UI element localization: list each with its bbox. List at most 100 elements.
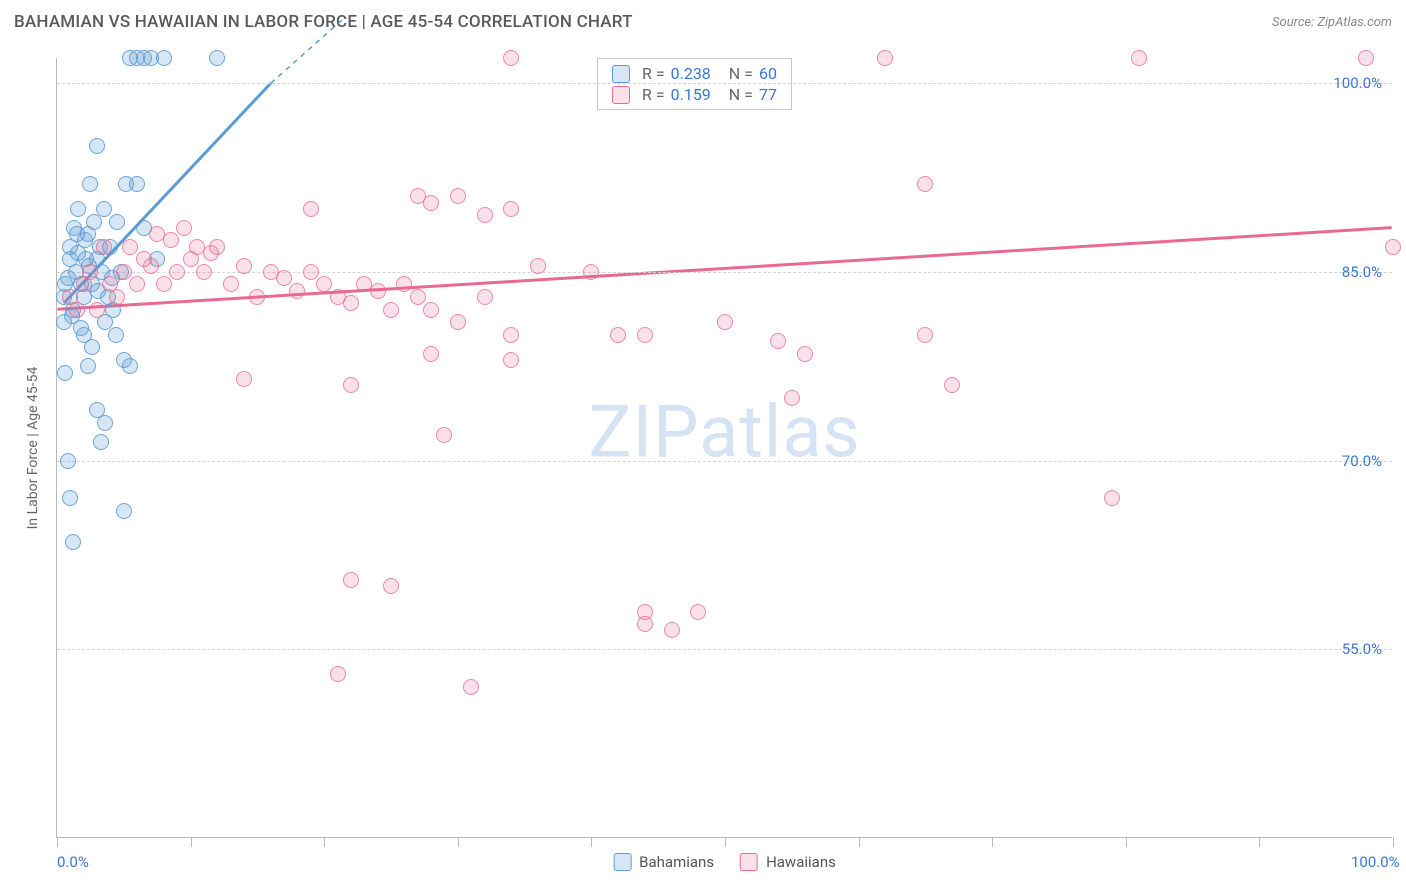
stat-value: 0.159 [671, 85, 711, 104]
data-point [89, 138, 105, 154]
data-point [330, 666, 346, 682]
data-point [664, 622, 680, 638]
trend-lines [57, 58, 1392, 837]
data-point [122, 358, 138, 374]
stat-value: 0.238 [671, 64, 711, 83]
data-point [610, 327, 626, 343]
x-tick [1393, 837, 1394, 847]
stat-value: 60 [759, 64, 777, 83]
data-point [1385, 239, 1401, 255]
chart-container: In Labor Force | Age 45-54 ZIPatlas R =0… [14, 46, 1392, 838]
data-point [463, 679, 479, 695]
data-point [89, 302, 105, 318]
data-point [82, 264, 98, 280]
legend-swatch-icon [612, 86, 630, 104]
data-point [410, 289, 426, 305]
data-point [343, 377, 359, 393]
data-point [436, 427, 452, 443]
legend-swatch-icon [612, 65, 630, 83]
x-tick [725, 837, 726, 847]
data-point [60, 453, 76, 469]
data-point [503, 50, 519, 66]
data-point [176, 220, 192, 236]
data-point [1358, 50, 1374, 66]
data-point [57, 365, 73, 381]
data-point [423, 346, 439, 362]
stat-label: N = [729, 64, 753, 83]
data-point [70, 201, 86, 217]
data-point [303, 201, 319, 217]
y-tick-label: 85.0% [1342, 263, 1382, 281]
data-point [196, 264, 212, 280]
data-point [343, 572, 359, 588]
gridline [57, 461, 1392, 462]
data-point [797, 346, 813, 362]
gridline [57, 83, 1392, 84]
data-point [129, 176, 145, 192]
plot-area: In Labor Force | Age 45-54 ZIPatlas R =0… [56, 58, 1392, 838]
x-tick [992, 837, 993, 847]
stat-value: 77 [759, 85, 777, 104]
data-point [156, 50, 172, 66]
data-point [209, 50, 225, 66]
stat-label: R = [642, 85, 665, 104]
data-point [109, 214, 125, 230]
data-point [944, 377, 960, 393]
data-point [97, 415, 113, 431]
x-tick-label: 100.0% [1351, 853, 1400, 871]
data-point [143, 258, 159, 274]
data-point [583, 264, 599, 280]
data-point [65, 534, 81, 550]
data-point [450, 188, 466, 204]
data-point [784, 390, 800, 406]
data-point [122, 239, 138, 255]
data-point [62, 490, 78, 506]
data-point [289, 283, 305, 299]
data-point [209, 239, 225, 255]
data-point [109, 289, 125, 305]
y-tick-label: 70.0% [1342, 452, 1382, 470]
data-point [316, 276, 332, 292]
legend-swatch-icon [613, 853, 631, 871]
x-tick [591, 837, 592, 847]
stat-row: R =0.159N =77 [598, 84, 791, 105]
bottom-legend: Bahamians Hawaiians [613, 853, 836, 871]
data-point [637, 327, 653, 343]
x-tick-label: 0.0% [57, 853, 89, 871]
data-point [236, 371, 252, 387]
data-point [156, 276, 172, 292]
data-point [503, 352, 519, 368]
y-tick-label: 55.0% [1342, 640, 1382, 658]
stat-label: R = [642, 64, 665, 83]
data-point [169, 264, 185, 280]
legend-swatch-icon [740, 853, 758, 871]
x-tick [191, 837, 192, 847]
x-tick [57, 837, 58, 847]
data-point [637, 616, 653, 632]
legend-label: Bahamians [639, 853, 714, 871]
data-point [84, 339, 100, 355]
watermark: ZIPatlas [588, 389, 860, 474]
x-tick [1126, 837, 1127, 847]
data-point [108, 327, 124, 343]
legend-item: Bahamians [613, 853, 714, 871]
data-point [370, 283, 386, 299]
data-point [383, 578, 399, 594]
data-point [96, 239, 112, 255]
legend-label: Hawaiians [766, 853, 836, 871]
x-tick [859, 837, 860, 847]
data-point [423, 302, 439, 318]
legend-item: Hawaiians [740, 853, 836, 871]
data-point [303, 264, 319, 280]
stat-row: R = 0.238 N = 60 [598, 63, 791, 84]
data-point [717, 314, 733, 330]
gridline [57, 272, 1392, 273]
data-point [1104, 490, 1120, 506]
gridline [57, 649, 1392, 650]
data-point [690, 604, 706, 620]
data-point [530, 258, 546, 274]
data-point [236, 258, 252, 274]
y-tick-label: 100.0% [1333, 74, 1382, 92]
data-point [477, 289, 493, 305]
data-point [503, 327, 519, 343]
